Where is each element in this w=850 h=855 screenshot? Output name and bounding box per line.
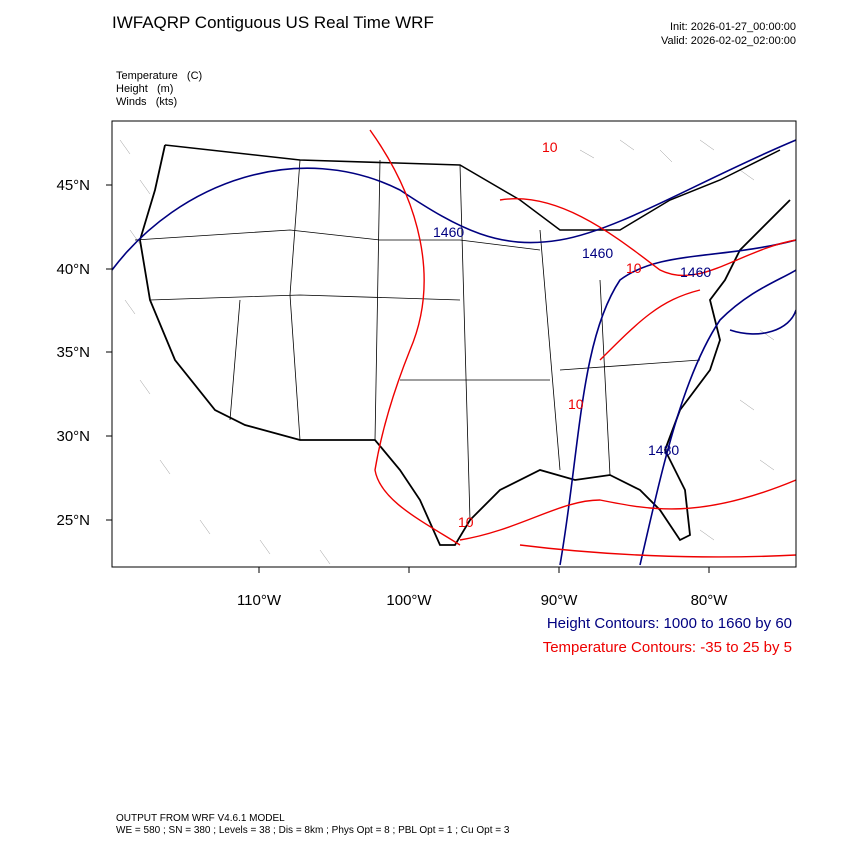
- lon-label: 110°W: [237, 592, 282, 609]
- field-label: Temperature (C): [116, 70, 202, 82]
- field-label: Height (m): [116, 83, 173, 95]
- temperature-contour-label: 10: [458, 514, 474, 530]
- init-time: Init: 2026-01-27_00:00:00: [670, 21, 796, 33]
- lat-label: 45°N: [56, 177, 90, 194]
- lon-label: 100°W: [386, 592, 432, 609]
- legend-height: Height Contours: 1000 to 1660 by 60: [547, 615, 792, 632]
- lon-label: 80°W: [691, 592, 729, 609]
- temperature-contour-label: 10: [626, 260, 642, 276]
- temperature-contour-label: 10: [542, 139, 558, 155]
- height-contour-label: 1460: [582, 245, 613, 261]
- footer: OUTPUT FROM WRF V4.6.1 MODEL: [116, 813, 285, 824]
- legend-temperature: Temperature Contours: -35 to 25 by 5: [543, 639, 792, 656]
- height-contour-label: 1480: [648, 442, 679, 458]
- footer: WE = 580 ; SN = 380 ; Levels = 38 ; Dis …: [116, 825, 510, 836]
- map-frame: [111, 120, 797, 568]
- lat-label: 25°N: [56, 512, 90, 529]
- temperature-contour-label: 10: [568, 396, 584, 412]
- field-label: Winds (kts): [116, 96, 177, 108]
- map-area: 1460 1460 1460 1480 10 10 10 10: [112, 121, 796, 567]
- valid-time: Valid: 2026-02-02_02:00:00: [661, 35, 796, 47]
- lat-label: 35°N: [56, 344, 90, 361]
- height-contour-label: 1460: [433, 224, 464, 240]
- height-contour-label: 1460: [680, 264, 711, 280]
- lat-label: 30°N: [56, 428, 90, 445]
- title: IWFAQRP Contiguous US Real Time WRF: [112, 13, 434, 32]
- wind-barbs: [119, 139, 775, 565]
- lon-label: 90°W: [541, 592, 579, 609]
- lat-label: 40°N: [56, 261, 90, 278]
- axis-ticks: [106, 184, 710, 573]
